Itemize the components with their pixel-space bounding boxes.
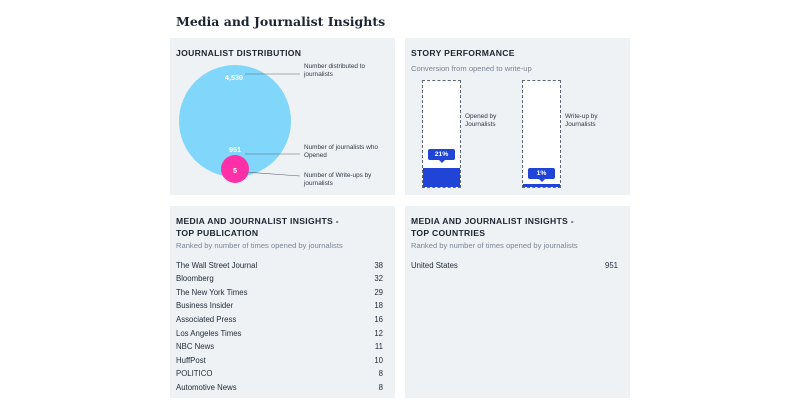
list-item-count: 8 [378, 369, 383, 379]
list-item-name: Business Insider [176, 301, 234, 311]
list-item: Business Insider 18 [176, 300, 383, 312]
top-countries-subtitle: Ranked by number of times opened by jour… [411, 241, 578, 250]
top-countries-title-line2: TOP COUNTRIES [411, 227, 486, 238]
journalist-distribution-panel: JOURNALIST DISTRIBUTION 4,530 951 5 Numb… [170, 38, 395, 195]
list-item-name: Bloomberg [176, 274, 214, 284]
distributed-circle [179, 65, 291, 177]
list-item: The Wall Street Journal 38 [176, 259, 383, 271]
writeup-bar-label: Write-up by Journalists [565, 113, 598, 128]
top-countries-title: MEDIA AND JOURNALIST INSIGHTS - TOP COUN… [411, 216, 574, 239]
list-item-name: United States [411, 260, 458, 270]
list-item-name: HuffPost [176, 355, 206, 365]
list-item-name: The New York Times [176, 287, 248, 297]
opened-bar-fill [423, 168, 460, 187]
top-publication-title-line2: TOP PUBLICATION [176, 227, 259, 238]
story-performance-subtitle: Conversion from opened to write-up [411, 64, 532, 73]
list-item-count: 38 [374, 260, 383, 270]
top-publication-title: MEDIA AND JOURNALIST INSIGHTS - TOP PUBL… [176, 216, 339, 239]
list-item-count: 16 [374, 314, 383, 324]
writeups-value: 5 [233, 166, 237, 175]
list-item-name: Los Angeles Times [176, 328, 242, 338]
writeup-bar-fill [523, 184, 560, 187]
list-item-name: Associated Press [176, 314, 237, 324]
list-item-name: NBC News [176, 342, 215, 352]
top-countries-panel: MEDIA AND JOURNALIST INSIGHTS - TOP COUN… [405, 206, 630, 398]
list-item-name: POLITICO [176, 369, 213, 379]
list-item: The New York Times 29 [176, 286, 383, 298]
top-publication-title-line1: MEDIA AND JOURNALIST INSIGHTS - [176, 216, 339, 226]
journalist-distribution-title: JOURNALIST DISTRIBUTION [176, 48, 302, 58]
list-item-count: 12 [374, 328, 383, 338]
list-item-count: 10 [374, 355, 383, 365]
opened-value: 951 [229, 145, 241, 154]
story-performance-title: STORY PERFORMANCE [411, 48, 515, 58]
list-item-count: 18 [374, 301, 383, 311]
distributed-value: 4,530 [225, 73, 243, 82]
list-item: Los Angeles Times 12 [176, 327, 383, 339]
opened-bar [422, 80, 461, 188]
story-performance-panel: STORY PERFORMANCE Conversion from opened… [405, 38, 630, 195]
writeups-circle [221, 155, 249, 183]
opened-percent-badge: 21% [428, 149, 455, 163]
writeups-leader-line [244, 171, 301, 177]
distributed-label: Number distributed to journalists [304, 63, 366, 78]
list-item-count: 29 [374, 287, 383, 297]
list-item-count: 951 [604, 260, 618, 270]
writeups-label: Number of Write-ups by journalists [304, 172, 372, 187]
distribution-bubble-chart [179, 65, 301, 183]
top-publication-subtitle: Ranked by number of times opened by jour… [176, 241, 343, 250]
list-item: United States 951 [411, 259, 618, 271]
list-item: HuffPost 10 [176, 354, 383, 366]
top-publication-panel: MEDIA AND JOURNALIST INSIGHTS - TOP PUBL… [170, 206, 395, 398]
list-item: POLITICO 8 [176, 368, 383, 380]
list-item: Bloomberg 32 [176, 273, 383, 285]
list-item-name: Automotive News [176, 382, 237, 392]
opened-label: Number of journalists who Opened [304, 144, 378, 159]
top-countries-title-line1: MEDIA AND JOURNALIST INSIGHTS - [411, 216, 574, 226]
list-item: NBC News 11 [176, 341, 383, 353]
page-title: Media and Journalist Insights [176, 14, 386, 29]
list-item-name: The Wall Street Journal [176, 260, 258, 270]
list-item: Associated Press 16 [176, 313, 383, 325]
opened-bar-label: Opened by Journalists [465, 113, 497, 128]
list-item-count: 8 [378, 382, 383, 392]
writeup-percent-badge: 1% [528, 168, 555, 182]
list-item-count: 32 [374, 274, 383, 284]
list-item: Automotive News 8 [176, 381, 383, 393]
list-item-count: 11 [374, 342, 383, 352]
